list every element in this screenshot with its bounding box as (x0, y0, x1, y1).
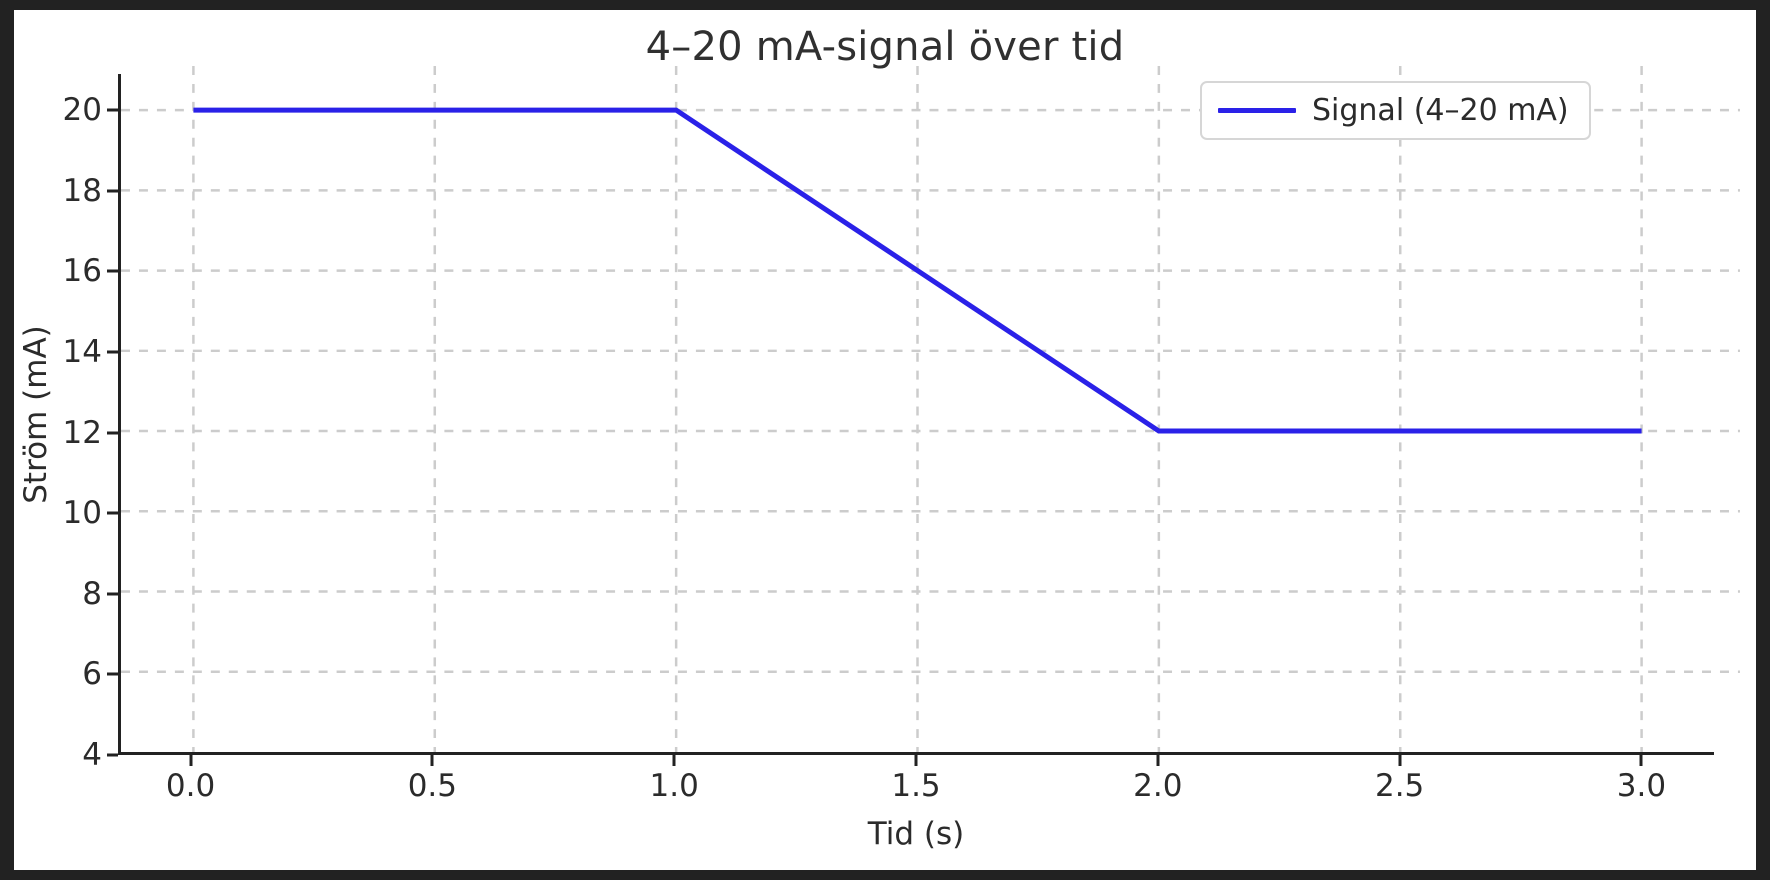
legend-item-label: Signal (4–20 mA) (1312, 93, 1569, 128)
y-tick-label: 4 (82, 737, 102, 773)
y-axis-tick-marks (107, 74, 118, 757)
plot-area (118, 66, 1740, 755)
y-tick-label: 18 (62, 172, 102, 209)
y-tick-label: 6 (82, 656, 102, 693)
y-tick-mark (107, 189, 118, 193)
chart-legend[interactable]: Signal (4–20 mA) (1200, 81, 1591, 140)
x-tick-label: 2.0 (1133, 768, 1183, 804)
x-axis-tick-labels: 0.0 0.5 1.0 1.5 2.0 2.5 3.0 (118, 768, 1714, 812)
chart-canvas: 4–20 mA-signal över tid Ström (mA) Tid (… (14, 10, 1756, 870)
x-tick-mark (189, 755, 193, 766)
y-axis-tick-labels: 4 6 8 10 12 14 16 18 20 (14, 74, 102, 773)
data-line-series (193, 107, 1642, 434)
x-tick-label: 1.0 (649, 768, 699, 804)
y-tick-label: 10 (62, 495, 102, 532)
x-tick-label: 1.5 (891, 768, 941, 804)
x-tick-label: 0.5 (407, 768, 458, 804)
y-tick-mark (107, 672, 118, 676)
x-tick-label: 3.0 (1616, 768, 1667, 804)
x-tick-mark (672, 755, 676, 766)
x-tick-label: 2.5 (1374, 768, 1425, 804)
y-tick-mark (107, 108, 118, 112)
y-tick-mark (107, 269, 118, 273)
x-tick-label: 0.0 (165, 768, 216, 804)
x-tick-mark (914, 755, 918, 766)
y-tick-label: 14 (62, 334, 102, 371)
y-tick-label: 12 (62, 414, 102, 451)
y-tick-mark (107, 431, 118, 435)
x-tick-mark (430, 755, 434, 766)
y-tick-mark (107, 592, 118, 596)
y-tick-label: 8 (82, 575, 102, 612)
page-title: 4–20 mA-signal över tid (645, 24, 1125, 70)
y-tick-label: 16 (62, 253, 102, 290)
x-axis-tick-marks (118, 755, 1714, 766)
x-tick-mark (1398, 755, 1402, 766)
x-axis-label: Tid (s) (867, 816, 965, 852)
y-tick-label: 20 (62, 92, 102, 129)
legend-line-swatch-icon (1218, 108, 1296, 113)
x-tick-mark (1156, 755, 1160, 766)
x-tick-mark (1639, 755, 1643, 766)
y-tick-mark (107, 350, 118, 354)
y-tick-mark (107, 753, 118, 757)
y-tick-mark (107, 511, 118, 515)
